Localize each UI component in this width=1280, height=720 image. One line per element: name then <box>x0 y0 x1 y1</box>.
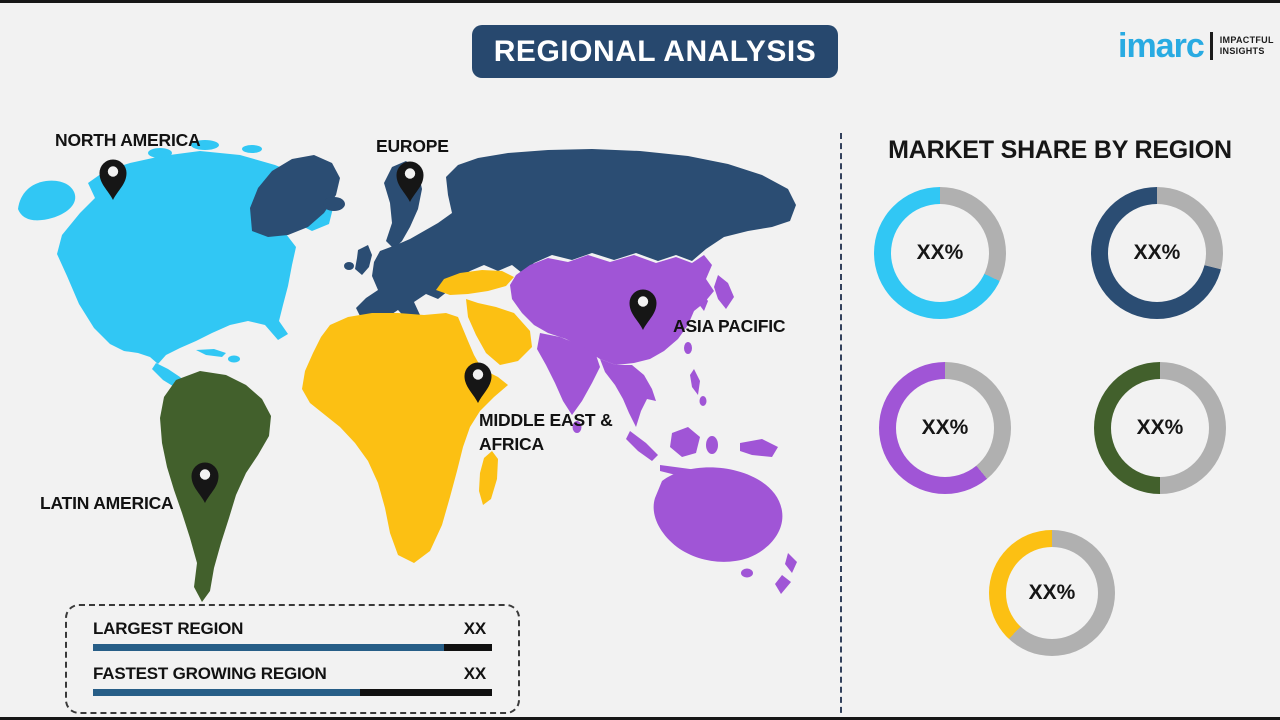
pin-north-america-icon <box>99 159 127 200</box>
imarc-logo-wordmark: imarc <box>1118 27 1205 65</box>
market-share-title: MARKET SHARE BY REGION <box>888 136 1232 164</box>
donut-value-label: XX% <box>916 241 964 264</box>
logo-tagline-line2: INSIGHTS <box>1219 46 1265 56</box>
page-title: REGIONAL ANALYSIS <box>472 25 838 78</box>
logo-tagline-line1: IMPACTFUL <box>1219 34 1274 45</box>
legend-bar-rest <box>360 689 492 696</box>
label-north-america: NORTH AMERICA <box>55 130 201 150</box>
legend-value: XX <box>463 619 486 638</box>
pin-middle-east-africa-icon <box>464 362 492 403</box>
map-pins <box>99 159 657 503</box>
donut-value-label: XX% <box>1028 581 1076 604</box>
donut-value-label: XX% <box>1133 241 1181 264</box>
region-europe <box>250 149 796 324</box>
legend-row-fastest: FASTEST GROWING REGION XX <box>93 664 492 696</box>
legend-bar-fill <box>93 644 445 651</box>
donut-chart-middle-east-africa: XX% <box>989 530 1115 656</box>
legend-label: FASTEST GROWING REGION <box>93 664 327 683</box>
world-map <box>18 140 797 602</box>
legend-bar <box>93 689 492 696</box>
logo-divider <box>1209 32 1213 60</box>
legend-bar-rest <box>444 644 492 651</box>
legend-bar-fill <box>93 689 361 696</box>
label-latin-america: LATIN AMERICA <box>40 493 174 513</box>
pin-asia-pacific-icon <box>629 289 657 330</box>
legend-value: XX <box>463 664 486 683</box>
region-asia-pacific <box>510 255 797 594</box>
donut-chart-europe: XX% <box>1091 187 1223 319</box>
logo-tagline: IMPACTFUL INSIGHTS <box>1220 35 1274 58</box>
imarc-logo: imarc IMPACTFUL INSIGHTS <box>1118 29 1274 63</box>
region-middle-east-africa <box>302 270 532 563</box>
label-asia-pacific: ASIA PACIFIC <box>673 316 786 336</box>
panel-divider <box>840 133 842 717</box>
pin-europe-icon <box>396 161 424 202</box>
donut-chart-latin-america: XX% <box>1094 362 1226 494</box>
label-middle-east-africa: MIDDLE EAST & AFRICA <box>479 410 613 454</box>
label-europe: EUROPE <box>376 136 449 156</box>
donut-chart-north-america: XX% <box>874 187 1006 319</box>
legend-label: LARGEST REGION <box>93 619 244 638</box>
donut-value-label: XX% <box>921 416 969 439</box>
legend-box: LARGEST REGION XX FASTEST GROWING REGION… <box>65 604 520 714</box>
donut-value-label: XX% <box>1136 416 1184 439</box>
legend-bar <box>93 644 492 651</box>
legend-row-largest: LARGEST REGION XX <box>93 619 492 651</box>
pin-latin-america-icon <box>191 462 219 503</box>
donut-chart-asia-pacific: XX% <box>879 362 1011 494</box>
